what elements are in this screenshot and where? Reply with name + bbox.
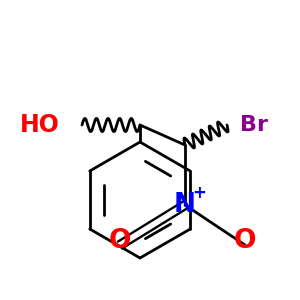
Text: +: +: [192, 184, 206, 202]
Text: O: O: [109, 228, 131, 254]
Text: N: N: [174, 192, 196, 218]
Text: Br: Br: [240, 115, 268, 135]
Text: O: O: [234, 228, 256, 254]
Text: HO: HO: [20, 113, 60, 137]
